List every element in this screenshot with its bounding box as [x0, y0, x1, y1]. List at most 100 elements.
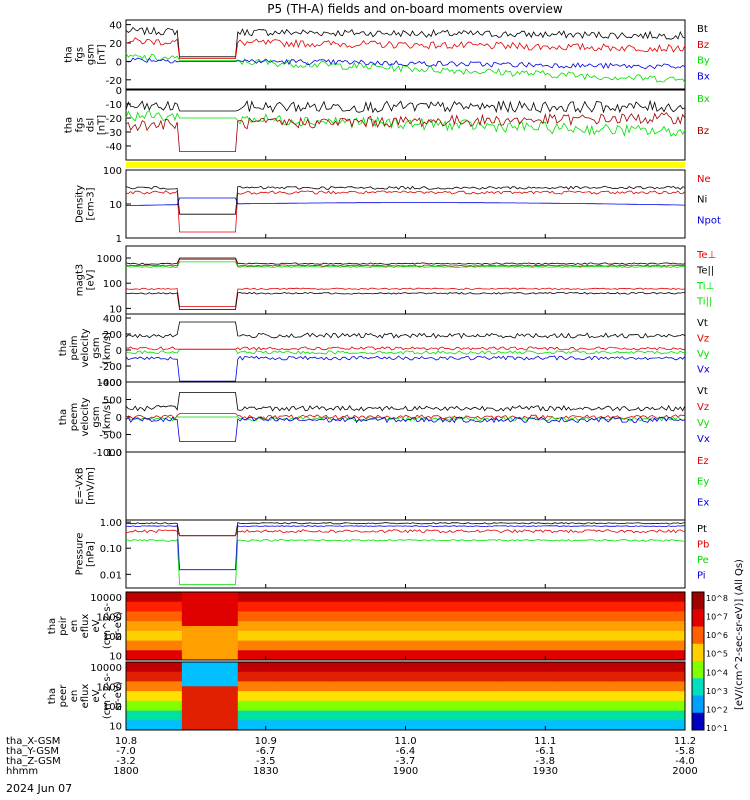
spectrogram-cell: [223, 645, 232, 651]
spectrogram-cell: [244, 630, 253, 637]
spectrogram-cell: [237, 606, 246, 612]
spectrogram-cell: [531, 715, 539, 721]
spectrogram-cell: [146, 640, 155, 646]
spectrogram-cell: [671, 630, 679, 637]
spectrogram-cell: [237, 621, 246, 627]
spectrogram-cell: [636, 720, 644, 726]
spectrogram-cell: [377, 640, 386, 646]
spectrogram-cell: [188, 700, 197, 707]
spectrogram-cell: [496, 592, 504, 598]
spectrogram-cell: [153, 710, 162, 716]
spectrogram-cell: [531, 606, 539, 612]
spectrogram-cell: [608, 626, 616, 632]
spectrogram-cell: [426, 671, 434, 678]
spectrogram-cell: [126, 655, 134, 661]
spectrogram-cell: [300, 662, 309, 668]
spectrogram-cell: [650, 601, 658, 608]
spectrogram-cell: [489, 616, 497, 622]
spectrogram-cell: [671, 635, 679, 642]
spectrogram-cell: [272, 596, 281, 603]
spectrogram-cell: [181, 696, 190, 702]
spectrogram-cell: [433, 640, 441, 646]
spectrogram-cell: [587, 676, 595, 682]
spectrogram-cell: [202, 626, 211, 632]
spectrogram-cell: [657, 676, 665, 682]
spectrogram-cell: [573, 662, 581, 668]
y-axis-label: tha: [58, 409, 69, 425]
spectrogram-cell: [552, 720, 560, 726]
spectrogram-cell: [461, 715, 469, 721]
spectrogram-cell: [524, 725, 532, 731]
spectrogram-cell: [510, 671, 518, 678]
trace-te-par: [125, 257, 686, 265]
spectrogram-cell: [650, 676, 658, 682]
spectrogram-cell: [573, 700, 581, 707]
spectrogram-cell: [195, 720, 204, 726]
spectrogram-cell: [678, 705, 686, 712]
spectrogram-cell: [475, 592, 483, 598]
spectrogram-cell: [580, 621, 588, 627]
spectrogram-cell: [167, 630, 176, 637]
spectrogram-cell: [524, 666, 532, 673]
spectrogram-cell: [664, 700, 672, 707]
spectrogram-cell: [279, 720, 288, 726]
spectrogram-cell: [160, 616, 169, 622]
spectrogram-cell: [272, 725, 281, 731]
spectrogram-cell: [181, 630, 190, 637]
spectrogram-cell: [377, 710, 386, 716]
spectrogram-cell: [608, 592, 616, 598]
spectrogram-cell: [412, 626, 420, 632]
spectrogram-cell: [650, 700, 658, 707]
spectrogram-cell: [461, 676, 469, 682]
spectrogram-cell: [440, 611, 448, 617]
spectrogram-cell: [566, 676, 574, 682]
spectrogram-cell: [440, 691, 448, 697]
spectrogram-cell: [657, 715, 665, 721]
orbit-row-label: tha_X-GSM: [6, 736, 60, 747]
spectrogram-cell: [174, 645, 183, 651]
spectrogram-cell: [566, 700, 574, 707]
spectrogram-cell: [426, 611, 434, 617]
spectrogram-cell: [132, 592, 141, 598]
spectrogram-cell: [202, 691, 211, 697]
spectrogram-cell: [412, 710, 420, 716]
spectrogram-cell: [321, 655, 330, 661]
spectrogram-cell: [307, 681, 316, 687]
orbit-row-value: -5.8: [675, 746, 695, 757]
spectrogram-cell: [587, 616, 595, 622]
spectrogram-cell: [461, 626, 469, 632]
spectrogram-cell: [468, 666, 476, 673]
spectrogram-cell: [279, 700, 288, 707]
spectrogram-cell: [545, 611, 553, 617]
spectrogram-cell: [454, 691, 462, 697]
spectrogram-cell: [195, 626, 204, 632]
spectrogram-cell: [664, 606, 672, 612]
spectrogram-cell: [370, 626, 379, 632]
spectrogram-cell: [517, 681, 525, 687]
spectrogram-cell: [251, 635, 260, 642]
spectrogram-cell: [503, 655, 511, 661]
spectrogram-cell: [223, 715, 232, 721]
spectrogram-cell: [531, 611, 539, 617]
spectrogram-cell: [419, 696, 427, 702]
spectrogram-cell: [391, 650, 400, 656]
spectrogram-cell: [643, 725, 651, 731]
spectrogram-cell: [664, 696, 672, 702]
spectrogram-cell: [293, 696, 302, 702]
spectrogram-cell: [657, 662, 665, 668]
spectrogram-cell: [468, 611, 476, 617]
spectrogram-cell: [223, 671, 232, 678]
spectrogram-cell: [678, 601, 686, 608]
y-tick-label: 0: [116, 413, 122, 424]
spectrogram-cell: [461, 611, 469, 617]
spectrogram-cell: [419, 596, 427, 603]
spectrogram-cell: [216, 700, 225, 707]
spectrogram-cell: [629, 635, 637, 642]
y-tick-label: 400: [103, 314, 122, 325]
spectrogram-cell: [566, 671, 574, 678]
spectrogram-cell: [615, 650, 623, 656]
spectrogram-cell: [244, 640, 253, 646]
orbit-row-value: -7.0: [116, 746, 136, 757]
spectrogram-cell: [167, 671, 176, 678]
spectrogram-cell: [468, 592, 476, 598]
